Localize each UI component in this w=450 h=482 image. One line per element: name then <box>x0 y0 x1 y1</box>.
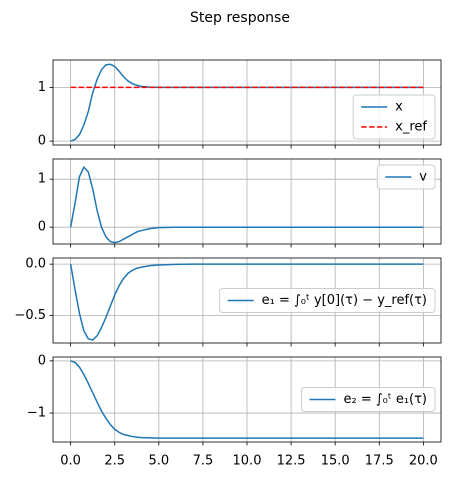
legend-label: v <box>419 170 427 185</box>
figure-title: Step response <box>190 10 290 26</box>
axes-frame <box>52 257 442 344</box>
legend-label: e₂ = ∫₀ᵗ e₁(τ) <box>344 392 428 407</box>
x-tick-label: 15.0 <box>321 454 350 469</box>
x-tick-label: 0.0 <box>60 454 81 469</box>
y-tick-label: 1 <box>38 172 46 187</box>
x-tick-label: 17.5 <box>365 454 394 469</box>
legend: e₁ = ∫₀ᵗ y[0](τ) − y_ref(τ) <box>219 288 436 313</box>
legend-box <box>219 288 436 313</box>
x-tick-label: 2.5 <box>104 454 125 469</box>
line <box>69 165 424 244</box>
line <box>70 360 424 439</box>
y-tick-label: 0 <box>38 220 46 235</box>
x-tick-label: 12.5 <box>277 454 306 469</box>
legend: v <box>376 164 436 190</box>
legend-box <box>301 387 436 412</box>
legend-label: x <box>395 100 403 115</box>
x-tick-label: 10.0 <box>233 454 262 469</box>
x-tick-label: 5.0 <box>148 454 169 469</box>
axes-frame <box>52 158 442 245</box>
legend: e₂ = ∫₀ᵗ e₁(τ) <box>301 387 436 412</box>
legend-label: e₁ = ∫₀ᵗ y[0](τ) − y_ref(τ) <box>262 293 427 308</box>
line <box>69 263 424 341</box>
y-tick-label: −1 <box>27 406 46 421</box>
legend: x x_ref <box>352 94 436 140</box>
axes-frame <box>52 59 442 146</box>
x-tick-label: 7.5 <box>193 454 214 469</box>
axes-frame <box>52 356 442 443</box>
y-tick-label: 0 <box>38 134 46 149</box>
y-tick-label: 0 <box>38 353 46 368</box>
x-tick-label: 20.0 <box>409 454 438 469</box>
y-tick-label: −0.5 <box>14 308 46 323</box>
y-tick-label: 0.0 <box>25 257 46 272</box>
legend-box <box>352 94 436 140</box>
legend-label: x_ref <box>395 120 427 135</box>
y-tick-label: 1 <box>38 80 46 95</box>
